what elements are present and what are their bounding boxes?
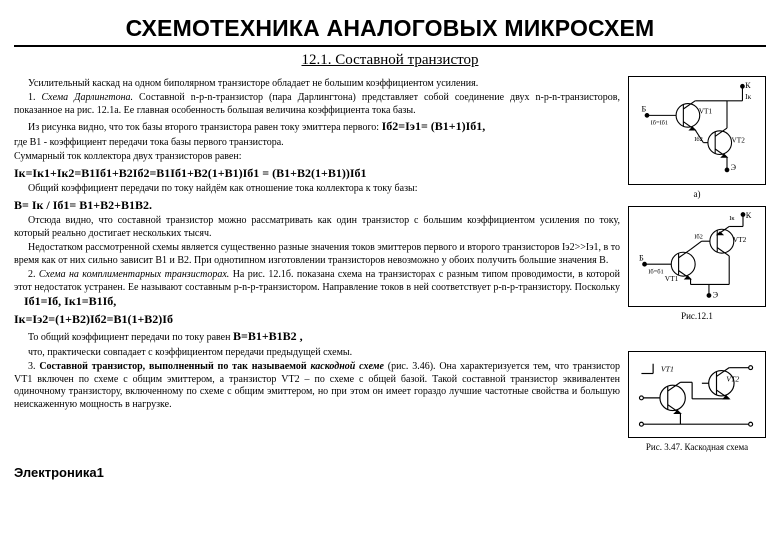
complementary-pnp-icon: К Б VT1 VT2 Iб=б1 Iк Iб2 Э <box>632 209 762 301</box>
svg-text:Iк: Iк <box>745 93 751 101</box>
footer-label: Электроника1 <box>14 465 766 481</box>
svg-text:VT1: VT1 <box>661 364 674 373</box>
para-9: 2. Схема на комплиментарных транзисторах… <box>14 269 620 310</box>
svg-text:Iк: Iк <box>729 215 735 222</box>
svg-text:Б: Б <box>639 254 644 263</box>
svg-text:VT2: VT2 <box>733 235 747 244</box>
p9-num: 2. <box>28 269 39 280</box>
section-subtitle: 12.1. Составной транзистор <box>14 51 766 70</box>
svg-text:VT1: VT1 <box>699 107 713 115</box>
svg-text:К: К <box>746 211 752 220</box>
svg-text:Э: Э <box>731 162 737 171</box>
formula-4b: Iк=Iэ2=(1+B2)Iб2=B1(1+B2)Iб <box>14 312 173 326</box>
p10-text: То общий коэффициент передачи по току ра… <box>28 332 233 343</box>
p2-num: 1. <box>28 92 42 103</box>
formula-2: Iк=Iк1+Iк2=B1Iб1+B2Iб2=B1Iб1+B2(1+B1)Iб1… <box>14 166 367 180</box>
darlington-npn-icon: К Iк Б VT1 VT2 Iб2 Iб=Iб1 Э <box>632 79 762 179</box>
para-10: То общий коэффициент передачи по току ра… <box>14 329 620 345</box>
side-figures: К Iк Б VT1 VT2 Iб2 Iб=Iб1 Э a) <box>628 76 766 460</box>
formula-3: B= Iк / Iб1= B1+B2+B1B2. <box>14 198 152 212</box>
svg-text:VT2: VT2 <box>732 136 746 144</box>
p9-italic: Схема на комплиментарных транзисторах. <box>39 269 229 280</box>
para-4: где В1 - коэффициент передачи тока базы … <box>14 137 620 150</box>
para-5: Суммарный ток коллектора двух транзистор… <box>14 151 620 164</box>
para-3: Из рисунка видно, что ток базы второго т… <box>14 119 620 135</box>
svg-text:Э: Э <box>713 290 719 299</box>
figure-a: К Iк Б VT1 VT2 Iб2 Iб=Iб1 Э <box>628 76 766 185</box>
formula-5: B=B1+B1B2 , <box>233 329 303 343</box>
formula-4b-line: Iк=Iэ2=(1+B2)Iб2=B1(1+B2)Iб <box>14 312 620 328</box>
p2-italic: Схема Дарлингтона. <box>42 92 134 103</box>
svg-text:Iб2: Iб2 <box>694 135 703 142</box>
svg-text:Б: Б <box>642 104 647 113</box>
svg-text:Iб=Iб1: Iб=Iб1 <box>651 119 668 126</box>
para-6: Общий коэффициент передачи по току найдё… <box>14 183 620 196</box>
formula-1: Iб2=Iэ1= (B1+1)Iб1, <box>382 119 486 133</box>
svg-text:Iб2: Iб2 <box>694 233 703 240</box>
para-1: Усилительный каскад на одном биполярном … <box>14 78 620 91</box>
cascode-icon: VT1 VT2 <box>632 354 762 432</box>
para-7: Отсюда видно, что составной транзистор м… <box>14 215 620 240</box>
svg-text:Iб=б1: Iб=б1 <box>648 268 664 275</box>
page-title: СХЕМОТЕХНИКА АНАЛОГОВЫХ МИКРОСХЕМ <box>14 14 766 43</box>
svg-text:VT1: VT1 <box>665 274 679 283</box>
figure-b: К Б VT1 VT2 Iб=б1 Iк Iб2 Э <box>628 206 766 307</box>
svg-text:VT2: VT2 <box>726 374 739 383</box>
para-12: 3. Составной транзистор, выполненный по … <box>14 361 620 411</box>
p12-num: 3. <box>28 361 39 372</box>
p3-text: Из рисунка видно, что ток базы второго т… <box>28 122 382 133</box>
p12-bold: Составной транзистор, выполненный по так… <box>39 361 310 372</box>
svg-text:К: К <box>745 81 751 90</box>
main-text: Усилительный каскад на одном биполярном … <box>14 76 620 460</box>
formula-4a: Iб1=Iб, Iк1=B1Iб, <box>24 294 116 308</box>
para-11: что, практически совпадает с коэффициент… <box>14 347 620 360</box>
formula-2-line: Iк=Iк1+Iк2=B1Iб1+B2Iб2=B1Iб1+B2(1+B1)Iб1… <box>14 166 620 182</box>
content-columns: Усилительный каскад на одном биполярном … <box>14 76 766 460</box>
figure-a-caption: a) <box>628 189 766 200</box>
p12-italic: каскодной схеме <box>310 361 384 372</box>
title-divider <box>14 45 766 47</box>
figure-b-caption: Рис.12.1 <box>628 311 766 322</box>
figure-c: VT1 VT2 <box>628 351 766 438</box>
para-2: 1. Схема Дарлингтона. Составной n-p-n-тр… <box>14 92 620 117</box>
figure-c-caption: Рис. 3.47. Каскодная схема <box>628 442 766 453</box>
para-8: Недостатком рассмотренной схемы является… <box>14 242 620 267</box>
formula-3-line: B= Iк / Iб1= B1+B2+B1B2. <box>14 198 620 214</box>
